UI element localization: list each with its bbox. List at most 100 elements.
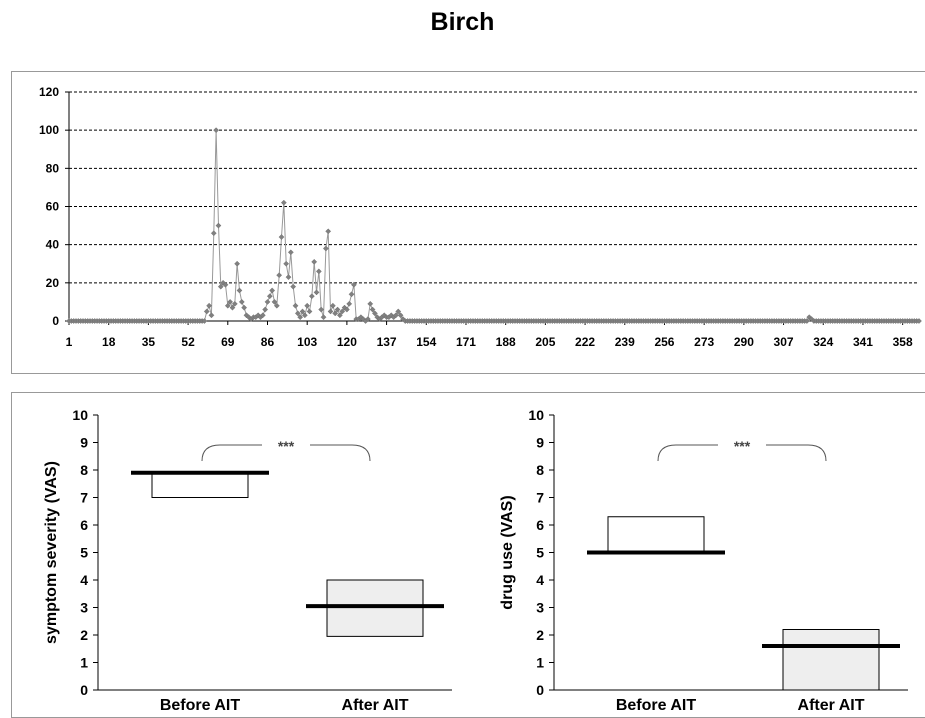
- data-point: [358, 314, 364, 321]
- y-tick-label: 40: [46, 238, 60, 252]
- data-point: [236, 287, 243, 294]
- data-point: [278, 234, 285, 240]
- data-point: [203, 308, 210, 315]
- x-tick-label: 137: [377, 335, 397, 349]
- data-point: [916, 318, 922, 324]
- x-tick-label: 154: [416, 335, 436, 349]
- data-point: [283, 260, 290, 267]
- data-point: [334, 306, 341, 313]
- significance-label: ***: [734, 438, 751, 454]
- data-point: [287, 249, 294, 256]
- x-tick-label: 1: [66, 335, 73, 349]
- y-axis-title: symptom severity (VAS): [43, 461, 60, 644]
- category-label: Before AIT: [160, 697, 241, 714]
- pollen-line-chart: 0 20 40 60 80 100 120 1 18 35 52 69 86 103 120 137 154 17…: [39, 85, 922, 349]
- data-point: [259, 312, 266, 319]
- data-point: [238, 299, 245, 305]
- significance-bracket-left: [657, 444, 718, 462]
- data-point: [276, 272, 283, 279]
- vas-charts-panel: 0 1 2 3 4 5 6 7 8 9 10 symptom severity (VAS) Before…: [11, 392, 925, 718]
- drug-use-chart: 0 1 2 3 4 5 6 7 8 9 10 drug use (VAS) Before AIT Afte…: [499, 407, 908, 714]
- data-point: [208, 312, 215, 319]
- y-tick-label: 2: [80, 627, 88, 643]
- significance-bracket-left: [201, 444, 262, 462]
- x-tick-label: 341: [853, 335, 873, 349]
- data-point: [215, 222, 222, 229]
- data-point: [290, 283, 297, 290]
- data-point: [311, 258, 318, 265]
- data-point: [322, 245, 329, 252]
- data-point: [308, 293, 315, 300]
- data-point: [301, 312, 308, 319]
- y-tick-label: 9: [80, 435, 88, 451]
- x-tick-label: 86: [261, 335, 275, 349]
- data-point: [304, 302, 311, 309]
- y-tick-label: 0: [80, 682, 88, 698]
- y-tick-label: 0: [536, 682, 544, 698]
- y-tick-label: 9: [536, 435, 544, 451]
- data-point: [320, 314, 327, 321]
- data-point: [213, 127, 219, 134]
- data-point: [299, 308, 306, 315]
- x-tick-label: 188: [496, 335, 516, 349]
- data-point: [266, 293, 273, 300]
- data-point: [348, 291, 355, 298]
- significance-bracket-right: [766, 444, 827, 462]
- x-tick-label: 239: [615, 335, 635, 349]
- data-point: [269, 287, 276, 294]
- data-point: [365, 316, 371, 322]
- chart-title: Birch: [430, 8, 495, 36]
- x-tick-label: 35: [142, 335, 156, 349]
- data-point: [393, 312, 399, 319]
- data-point: [280, 199, 287, 206]
- y-tick-label: 60: [46, 200, 60, 214]
- data-point: [315, 268, 322, 275]
- x-tick-label: 103: [297, 335, 317, 349]
- data-point: [341, 304, 348, 311]
- data-point: [241, 304, 248, 311]
- data-point: [227, 299, 234, 305]
- box: [782, 629, 880, 691]
- data-point: [292, 302, 299, 309]
- y-tick-label: 8: [80, 462, 88, 478]
- x-tick-label: 290: [734, 335, 754, 349]
- data-point: [395, 308, 402, 315]
- data-point: [369, 306, 376, 313]
- x-tick-label: 120: [337, 335, 357, 349]
- x-tick-label: 307: [774, 335, 794, 349]
- y-axis-title: drug use (VAS): [499, 495, 516, 609]
- box: [151, 472, 249, 498]
- data-point: [234, 260, 241, 267]
- significance-label: ***: [278, 438, 295, 454]
- box: [326, 579, 424, 637]
- data-point: [318, 306, 325, 313]
- category-label: After AIT: [342, 697, 409, 714]
- data-point: [325, 228, 332, 235]
- x-tick-label: 222: [575, 335, 595, 349]
- data-point: [229, 304, 236, 311]
- data-point: [808, 316, 815, 322]
- y-tick-label: 3: [536, 600, 544, 616]
- y-tick-label: 8: [536, 462, 544, 478]
- data-point: [804, 318, 810, 324]
- data-point: [313, 289, 320, 296]
- data-point: [372, 310, 378, 317]
- y-tick-label: 10: [72, 407, 88, 423]
- y-tick-label: 6: [536, 517, 544, 533]
- y-tick-label: 3: [80, 600, 88, 616]
- y-tick-label: 80: [46, 161, 60, 175]
- data-point: [285, 274, 292, 280]
- pollen-chart-panel: 0 20 40 60 80 100 120 1 18 35 52 69 86 103 120 137 154 17…: [11, 71, 925, 374]
- y-tick-label: 7: [536, 490, 544, 506]
- data-point: [339, 308, 346, 315]
- x-tick-label: 171: [456, 335, 476, 349]
- data-point: [271, 299, 278, 305]
- y-tick-label: 0: [52, 314, 59, 328]
- y-tick-label: 5: [536, 545, 544, 561]
- data-point: [273, 302, 280, 309]
- y-tick-label: 5: [80, 545, 88, 561]
- data-point: [210, 230, 217, 237]
- y-tick-label: 120: [39, 85, 59, 99]
- x-tick-label: 69: [221, 335, 235, 349]
- data-point: [201, 318, 208, 324]
